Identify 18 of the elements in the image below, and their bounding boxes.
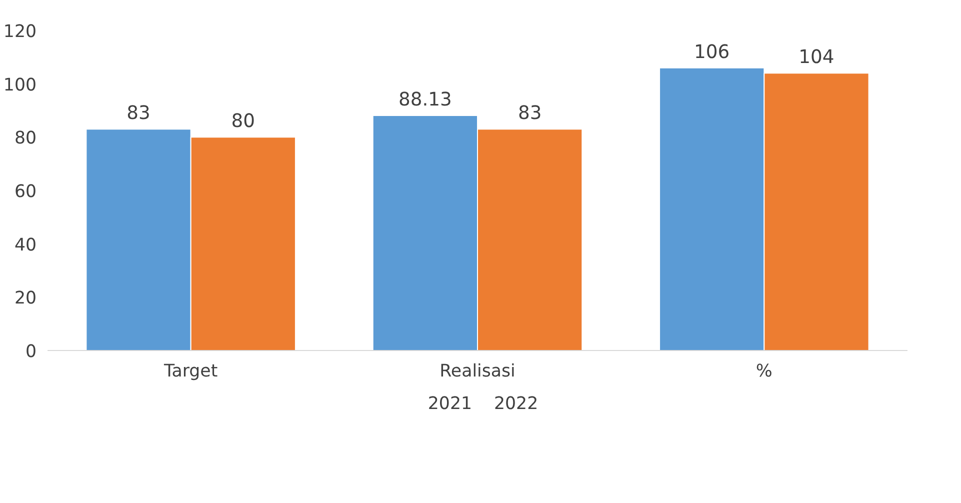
text: 2022 xyxy=(494,394,538,414)
data-label: 83 xyxy=(518,103,542,124)
x-tick-label: % xyxy=(756,362,772,382)
x-tick-label: Realisasi xyxy=(440,362,516,382)
y-tick-label: 100 xyxy=(3,75,37,96)
y-tick-label: 40 xyxy=(14,235,37,256)
y-tick-label: 0 xyxy=(25,342,37,362)
data-label: 104 xyxy=(798,47,834,68)
data-label: 80 xyxy=(231,111,256,132)
y-tick-label: 20 xyxy=(14,288,37,309)
data-label: 83 xyxy=(126,103,150,124)
y-tick-label: 80 xyxy=(14,128,37,149)
data-label: 106 xyxy=(694,42,730,63)
text: 2021 xyxy=(428,394,472,414)
x-tick-label: Target xyxy=(163,362,218,382)
y-tick-label: 120 xyxy=(3,22,37,42)
y-tick-label: 60 xyxy=(14,182,37,202)
data-label: 88.13 xyxy=(398,89,452,110)
